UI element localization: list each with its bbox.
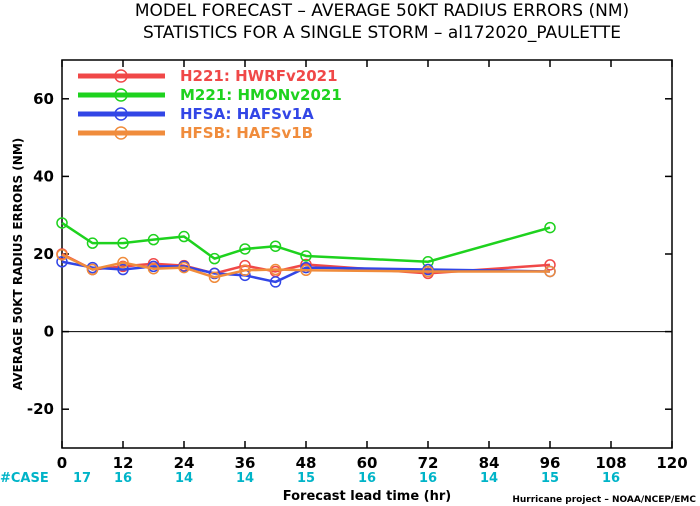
legend-entry: HFSA: HAFSv1A <box>180 105 314 123</box>
x-tick-label: 48 <box>296 454 317 472</box>
data-point <box>56 249 68 261</box>
data-point <box>56 256 68 268</box>
data-point <box>300 264 312 277</box>
data-point <box>147 262 160 275</box>
series-line <box>61 253 550 279</box>
data-point <box>544 265 556 278</box>
chart-title-line2: STATISTICS FOR A SINGLE STORM – al172020… <box>143 23 621 43</box>
data-point <box>147 233 160 246</box>
data-point <box>86 237 99 249</box>
x-tick-label: 60 <box>357 454 378 472</box>
data-point <box>269 276 282 288</box>
case-counts: 17 16 14 14 15 16 16 14 15 16 <box>73 471 620 486</box>
case-count: 16 <box>602 471 620 486</box>
data-point <box>178 261 190 274</box>
y-axis-label: AVERAGE 50KT RADIUS ERRORS (NM) <box>11 138 25 390</box>
case-count: 16 <box>419 471 437 486</box>
legend-entry: H221: HWRFv2021 <box>180 67 338 85</box>
x-tick-label: 108 <box>595 454 626 472</box>
case-count: 14 <box>236 471 254 486</box>
series-layer <box>56 217 556 288</box>
series-line <box>61 260 551 284</box>
legend-entry: M221: HMONv2021 <box>180 86 342 104</box>
series-hmonv2021 <box>56 217 556 268</box>
x-axis-label: Forecast lead time (hr) <box>283 489 451 504</box>
legend-swatch-marker <box>114 107 128 121</box>
data-point <box>208 271 221 284</box>
x-tick-label: 72 <box>418 454 439 472</box>
case-count: 15 <box>297 471 315 486</box>
data-point <box>269 240 282 252</box>
case-count: 14 <box>480 471 498 486</box>
chart-title-line1: MODEL FORECAST – AVERAGE 50KT RADIUS ERR… <box>135 1 629 21</box>
y-tick-label: -20 <box>27 400 54 418</box>
case-count: 15 <box>541 471 559 486</box>
y-tick-label: 60 <box>33 90 54 108</box>
data-point <box>239 243 251 255</box>
case-count-label: #CASE <box>0 471 49 486</box>
data-point <box>300 250 312 262</box>
legend-swatch-marker <box>114 69 128 83</box>
data-point <box>422 265 434 278</box>
credit-text: Hurricane project – NOAA/NCEP/EMC <box>512 495 696 505</box>
data-point <box>117 256 129 269</box>
y-tick-label: 0 <box>44 323 54 341</box>
x-tick-label: 36 <box>235 454 256 472</box>
data-point <box>117 263 129 276</box>
legend-swatch-marker <box>114 126 128 140</box>
x-tick-label: 96 <box>540 454 561 472</box>
data-point <box>117 237 129 249</box>
axis-ticks: 0 12 24 36 48 60 72 84 96 108 120 -20 0 20 40 60 <box>27 60 688 472</box>
legend-entry: HFSB: HAFSv1B <box>180 124 313 142</box>
data-point <box>269 263 282 276</box>
data-point <box>544 221 556 234</box>
case-count: 16 <box>358 471 376 486</box>
data-point <box>178 230 190 243</box>
x-tick-label: 0 <box>57 454 67 472</box>
case-count: 16 <box>114 471 132 486</box>
legend-swatch-marker <box>114 88 128 102</box>
y-tick-label: 20 <box>33 245 54 263</box>
case-count: 14 <box>175 471 193 486</box>
plot-area <box>61 59 673 449</box>
data-point <box>208 252 221 265</box>
y-tick-label: 40 <box>33 167 54 185</box>
x-tick-label: 12 <box>113 454 134 472</box>
x-tick-label: 24 <box>174 454 195 472</box>
plot-border <box>61 59 673 449</box>
x-tick-label: 84 <box>479 454 500 472</box>
data-point <box>544 259 556 271</box>
series-line <box>61 221 551 264</box>
data-point <box>239 264 251 277</box>
data-point <box>86 263 99 276</box>
case-count: 17 <box>73 471 91 486</box>
x-tick-label: 120 <box>656 454 687 472</box>
series-hafsv1b <box>56 249 556 284</box>
data-point <box>56 217 68 229</box>
